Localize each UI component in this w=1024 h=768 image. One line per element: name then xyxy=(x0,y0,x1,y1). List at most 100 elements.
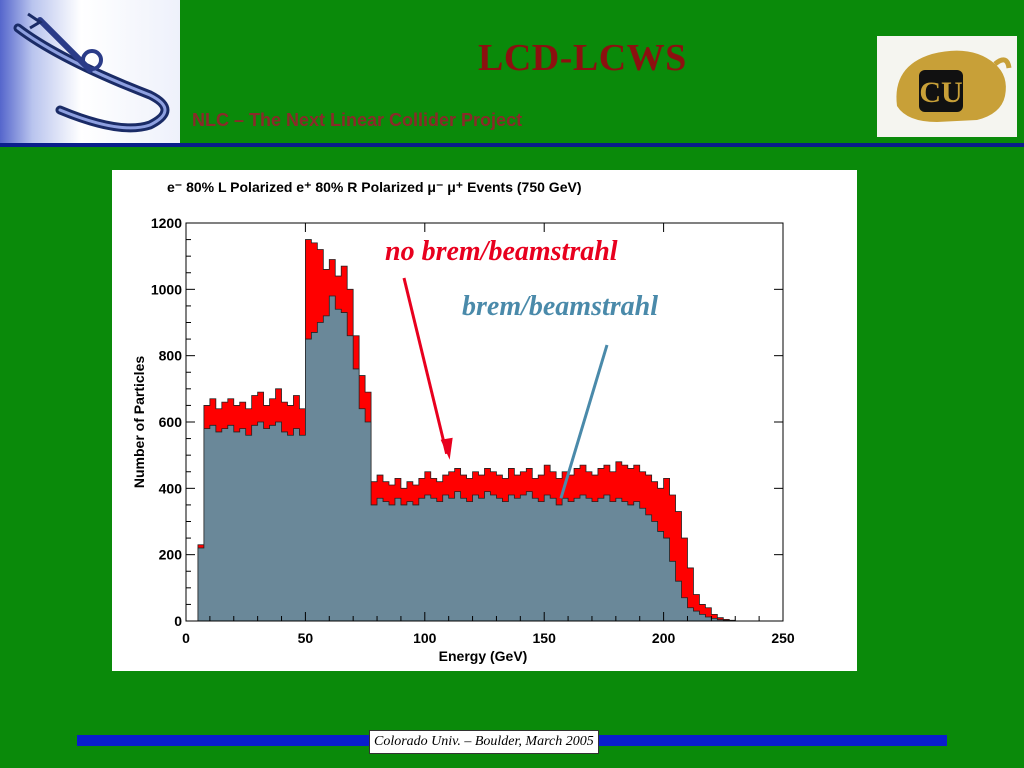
bin-brem-45 xyxy=(455,492,461,621)
bin-brem-87 xyxy=(705,617,711,621)
bin-brem-53 xyxy=(502,502,508,621)
bin-brem-26 xyxy=(341,313,347,621)
bin-brem-82 xyxy=(676,581,682,621)
bin-brem-86 xyxy=(699,614,705,621)
y-tick-label: 400 xyxy=(159,480,183,496)
bin-brem-51 xyxy=(490,495,496,621)
bin-brem-61 xyxy=(550,498,556,621)
bin-brem-54 xyxy=(508,495,514,621)
bin-brem-18 xyxy=(293,429,299,621)
x-tick-label: 150 xyxy=(533,630,557,646)
bin-brem-24 xyxy=(329,296,335,621)
bin-brem-50 xyxy=(485,492,491,621)
bin-brem-60 xyxy=(544,495,550,621)
bin-brem-41 xyxy=(431,498,437,621)
bin-brem-23 xyxy=(323,316,329,621)
bin-brem-9 xyxy=(240,429,246,621)
bin-brem-17 xyxy=(287,435,293,621)
bin-brem-66 xyxy=(580,495,586,621)
bin-brem-2 xyxy=(198,548,204,621)
bin-brem-81 xyxy=(670,561,676,621)
bin-brem-56 xyxy=(520,495,526,621)
annotation-brem-label: brem/beamstrahl xyxy=(462,291,658,322)
bin-brem-34 xyxy=(389,505,395,621)
bin-brem-40 xyxy=(425,495,431,621)
bin-brem-55 xyxy=(514,498,520,621)
bin-brem-4 xyxy=(210,425,216,621)
slide-subtitle: NLC – The Next Linear Collider Project xyxy=(192,110,523,130)
bin-brem-79 xyxy=(658,531,664,621)
bin-brem-5 xyxy=(216,432,222,621)
bin-brem-67 xyxy=(586,498,592,621)
y-tick-label: 1000 xyxy=(151,281,182,297)
series-brem-area xyxy=(186,295,783,622)
bin-brem-30 xyxy=(365,422,371,621)
x-tick-label: 200 xyxy=(652,630,676,646)
bin-brem-6 xyxy=(222,429,228,621)
bin-brem-69 xyxy=(598,498,604,621)
histogram-chart: e⁻ 80% L Polarized e⁺ 80% R Polarized μ⁻… xyxy=(131,179,795,664)
bin-brem-38 xyxy=(413,505,419,621)
bin-brem-21 xyxy=(311,332,317,621)
bin-brem-44 xyxy=(449,498,455,621)
bin-brem-19 xyxy=(299,435,305,621)
bin-brem-70 xyxy=(604,495,610,621)
annotation-no-brem-arrow xyxy=(402,277,449,455)
annotation-no-brem-arrowhead xyxy=(440,437,453,460)
bin-brem-48 xyxy=(473,495,479,621)
bin-brem-43 xyxy=(443,495,449,621)
bin-brem-35 xyxy=(395,498,401,621)
bin-brem-16 xyxy=(282,432,288,621)
bin-brem-83 xyxy=(682,598,688,621)
bin-brem-74 xyxy=(628,505,634,621)
chart-panel: e⁻ 80% L Polarized e⁺ 80% R Polarized μ⁻… xyxy=(112,170,857,671)
bin-brem-62 xyxy=(556,505,562,621)
x-tick-label: 0 xyxy=(182,630,190,646)
bin-brem-71 xyxy=(610,502,616,621)
x-tick-label: 50 xyxy=(298,630,314,646)
bin-brem-85 xyxy=(693,611,699,621)
cu-buffalo-logo: CU xyxy=(877,36,1017,137)
header-divider xyxy=(0,143,1024,147)
bin-brem-52 xyxy=(496,498,502,621)
bin-brem-33 xyxy=(383,502,389,621)
footer-caption: Colorado Univ. – Boulder, March 2005 xyxy=(369,730,599,754)
x-tick-label: 250 xyxy=(771,630,795,646)
bin-brem-3 xyxy=(204,429,210,621)
bin-brem-72 xyxy=(616,498,622,621)
bin-brem-46 xyxy=(461,498,467,621)
bin-brem-28 xyxy=(353,369,359,621)
bin-brem-78 xyxy=(652,522,658,622)
bin-brem-63 xyxy=(562,498,568,621)
bin-brem-47 xyxy=(467,502,473,621)
bin-brem-12 xyxy=(258,422,264,621)
bin-brem-29 xyxy=(359,409,365,621)
bin-brem-22 xyxy=(317,323,323,622)
bin-brem-73 xyxy=(622,502,628,621)
bin-brem-13 xyxy=(264,429,270,621)
bin-brem-8 xyxy=(234,432,240,621)
bin-brem-32 xyxy=(377,498,383,621)
bin-brem-7 xyxy=(228,425,234,621)
bin-brem-20 xyxy=(305,339,311,621)
x-axis-label: Energy (GeV) xyxy=(439,648,528,664)
bin-brem-80 xyxy=(664,538,670,621)
annotation-brem-pointer xyxy=(559,344,609,499)
nlc-logo-panel xyxy=(0,0,180,145)
x-tick-label: 100 xyxy=(413,630,437,646)
bin-brem-27 xyxy=(347,336,353,621)
y-axis-label: Number of Particles xyxy=(131,356,147,488)
slide-title: LCD-LCWS xyxy=(478,37,687,79)
chart-title: e⁻ 80% L Polarized e⁺ 80% R Polarized μ⁻… xyxy=(167,179,581,195)
bin-brem-39 xyxy=(419,498,425,621)
y-tick-label: 1200 xyxy=(151,215,182,231)
bin-brem-15 xyxy=(276,422,282,621)
nlc-linac-logo-icon xyxy=(13,12,170,133)
y-tick-label: 600 xyxy=(159,414,183,430)
bin-brem-75 xyxy=(634,502,640,621)
bin-brem-64 xyxy=(568,502,574,621)
bin-brem-25 xyxy=(335,309,341,621)
y-tick-label: 0 xyxy=(174,613,182,629)
annotation-no-brem-label: no brem/beamstrahl xyxy=(385,236,618,267)
bin-brem-37 xyxy=(407,502,413,621)
